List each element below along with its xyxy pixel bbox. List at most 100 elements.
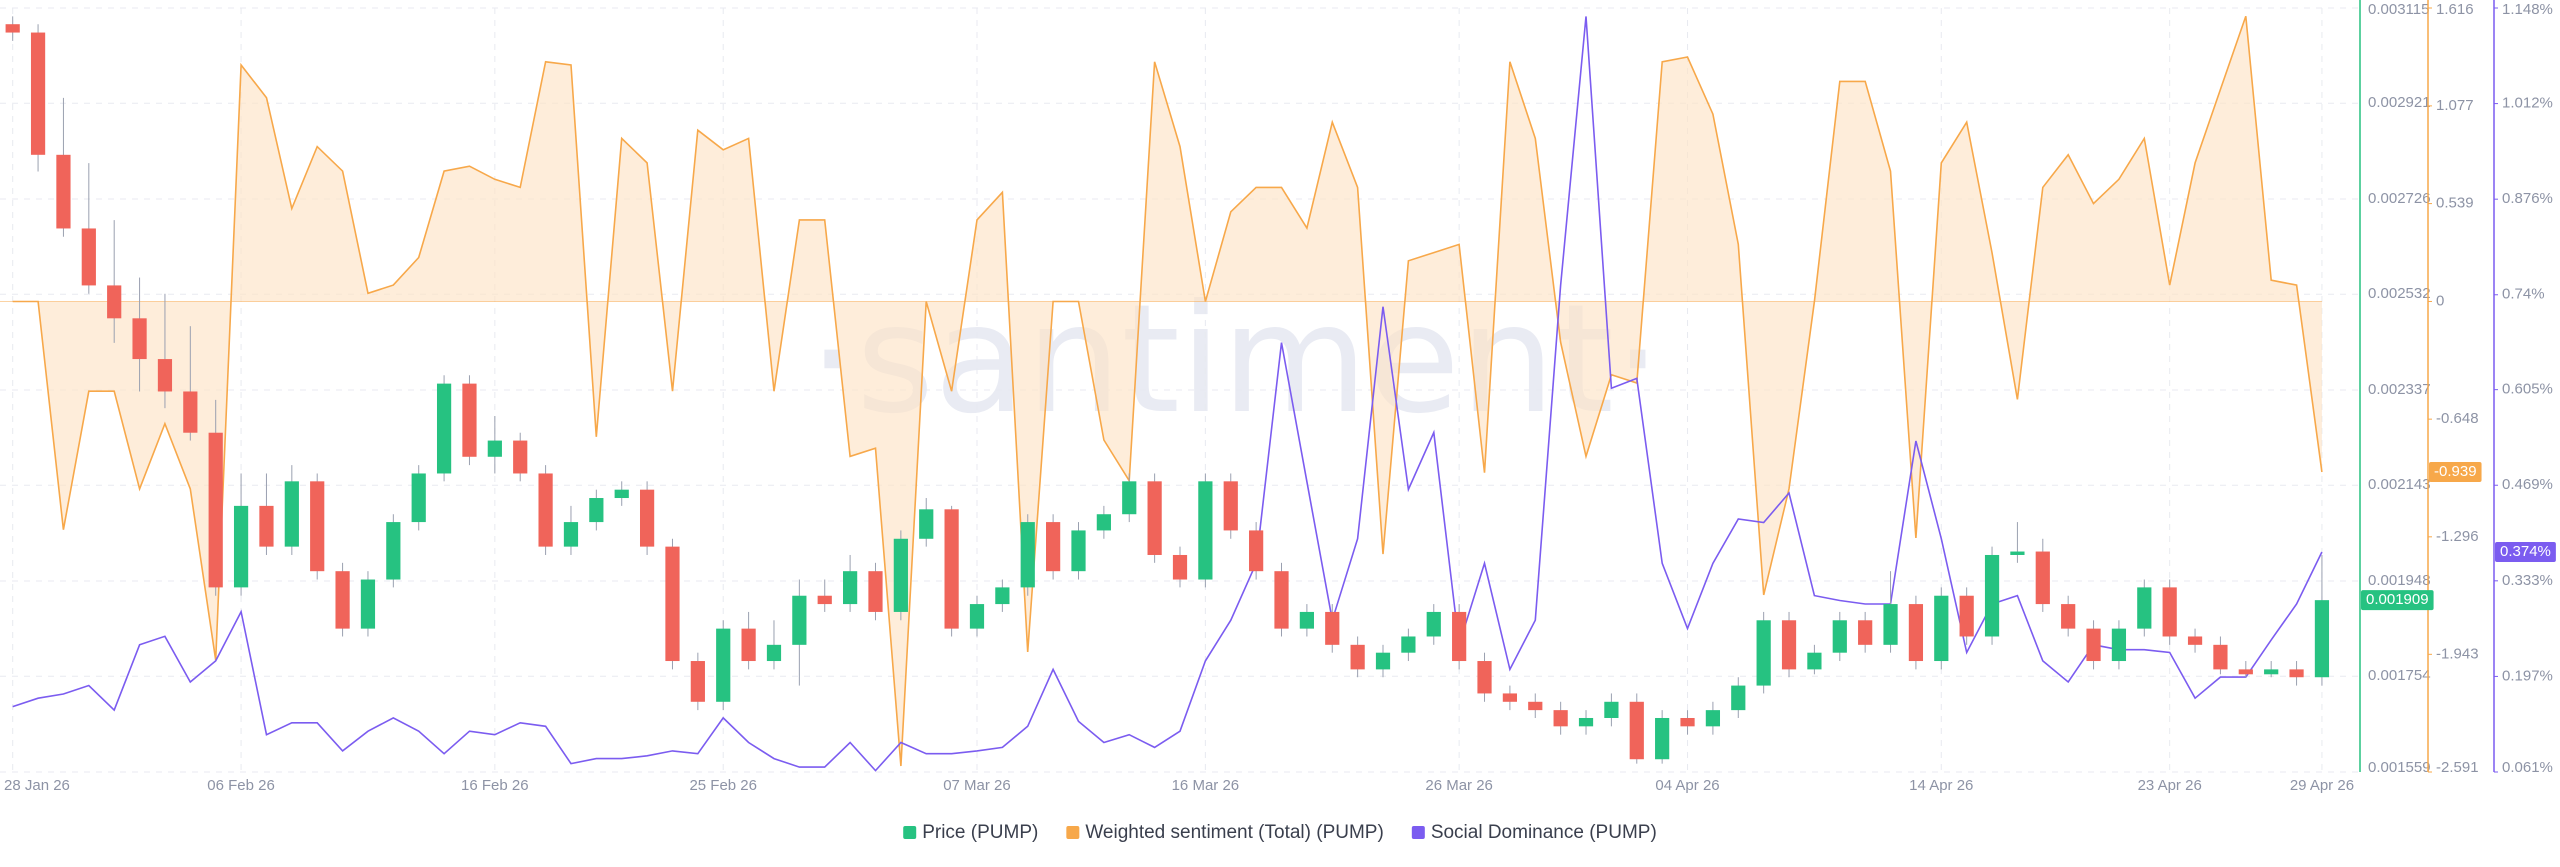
candle-body bbox=[868, 571, 883, 612]
dominance-tick-label: 1.148% bbox=[2502, 1, 2553, 18]
price-tick-label: 0.003115 bbox=[2368, 1, 2429, 18]
candle-body bbox=[1096, 514, 1111, 531]
candle-body bbox=[183, 391, 198, 433]
candle-body bbox=[944, 509, 959, 629]
candle-body bbox=[1375, 652, 1391, 670]
candle-body bbox=[386, 522, 401, 580]
candle-body bbox=[1071, 530, 1086, 572]
candle-body bbox=[1858, 620, 1873, 645]
sentiment-tick-label: 0 bbox=[2436, 292, 2444, 309]
candle-body bbox=[1528, 701, 1543, 711]
candle-body bbox=[2314, 600, 2330, 678]
candle-body bbox=[1198, 481, 1213, 580]
sentiment-tag-text: -0.939 bbox=[2434, 463, 2477, 480]
candle-body bbox=[1705, 710, 1721, 727]
candle-body bbox=[1984, 554, 2000, 637]
candle-body bbox=[1274, 571, 1289, 629]
legend-label: Weighted sentiment (Total) (PUMP) bbox=[1085, 822, 1383, 843]
dominance-tick-label: 0.469% bbox=[2502, 476, 2553, 493]
dominance-line bbox=[12, 16, 2323, 772]
dominance-tick-label: 0.74% bbox=[2502, 286, 2545, 303]
candle-body bbox=[1046, 522, 1061, 572]
candle-body bbox=[792, 595, 807, 645]
candle-body bbox=[1655, 717, 1670, 760]
candle-body bbox=[233, 505, 249, 588]
x-tick-label: 29 Apr 26 bbox=[2290, 777, 2354, 794]
candle-body bbox=[157, 359, 173, 392]
candle-body bbox=[919, 509, 934, 539]
x-tick-label: 26 Mar 26 bbox=[1425, 777, 1493, 794]
candle-body bbox=[310, 481, 325, 572]
legend-label: Price (PUMP) bbox=[922, 822, 1038, 843]
candle-body bbox=[56, 154, 71, 229]
candle-body bbox=[1350, 644, 1365, 670]
price-tick-label: 0.001559 bbox=[2368, 759, 2431, 776]
candle-body bbox=[335, 571, 350, 629]
candle-body bbox=[843, 571, 858, 605]
x-tick-label: 14 Apr 26 bbox=[1909, 777, 1973, 794]
candle-body bbox=[1172, 554, 1188, 580]
candle-body bbox=[893, 538, 908, 612]
candle-body bbox=[589, 498, 604, 523]
candle-body bbox=[2162, 587, 2177, 637]
legend-swatch bbox=[1411, 826, 1425, 839]
candle-body bbox=[1731, 685, 1746, 711]
candle-body bbox=[2061, 604, 2076, 629]
candle-body bbox=[1781, 620, 1797, 670]
candle-body bbox=[1680, 717, 1695, 727]
dominance-tick-label: 0.876% bbox=[2502, 190, 2553, 207]
sentiment-line bbox=[12, 15, 2323, 767]
candle-body bbox=[1122, 481, 1137, 515]
candle-body bbox=[259, 505, 274, 547]
candle-body bbox=[563, 522, 579, 547]
candle-body bbox=[1883, 604, 1898, 645]
candle-body bbox=[1908, 604, 1924, 662]
candle-body bbox=[1452, 611, 1467, 662]
candle-body bbox=[2289, 669, 2304, 678]
x-tick-label: 07 Mar 26 bbox=[943, 777, 1011, 794]
candle-body bbox=[2137, 587, 2152, 629]
legend-swatch bbox=[903, 826, 917, 839]
candle-body bbox=[2213, 644, 2228, 670]
candle-body bbox=[614, 489, 629, 499]
candle-body bbox=[1934, 595, 1949, 662]
candle-body bbox=[487, 440, 502, 457]
candle-body bbox=[1299, 611, 1314, 629]
candle-body bbox=[2010, 551, 2025, 555]
candle-body bbox=[665, 546, 680, 662]
price-tick-label: 0.002532 bbox=[2368, 285, 2431, 302]
legend-swatch bbox=[1066, 826, 1080, 839]
dominance-tag bbox=[2495, 542, 2556, 563]
candle-body bbox=[2035, 551, 2050, 605]
x-tick-label: 23 Apr 26 bbox=[2138, 777, 2202, 794]
candle-body bbox=[1401, 636, 1416, 653]
price-tick-label: 0.002921 bbox=[2368, 94, 2431, 111]
sentiment-tick-label: -0.648 bbox=[2436, 410, 2479, 427]
sentiment-area bbox=[12, 16, 2322, 766]
candle-body bbox=[2264, 669, 2279, 675]
candle-body bbox=[132, 318, 147, 360]
price-tick-label: 0.001754 bbox=[2368, 667, 2431, 684]
sentiment-tick-label: -1.943 bbox=[2436, 645, 2479, 662]
dominance-tick-label: 0.061% bbox=[2502, 759, 2553, 776]
candle-body bbox=[1147, 481, 1162, 555]
candle-body bbox=[1578, 717, 1594, 727]
candle-body bbox=[1223, 481, 1238, 531]
price-tag-text: 0.001909 bbox=[2366, 591, 2429, 608]
candle-body bbox=[817, 595, 832, 605]
x-tick-label: 06 Feb 26 bbox=[207, 777, 275, 794]
candle-body bbox=[5, 24, 20, 33]
candle-body bbox=[284, 481, 299, 547]
candle-body bbox=[30, 32, 46, 155]
x-tick-label: 16 Feb 26 bbox=[461, 777, 529, 794]
candle-body bbox=[411, 473, 426, 523]
candle-body bbox=[2187, 636, 2203, 645]
candle-body bbox=[1756, 620, 1771, 686]
candle-body bbox=[1477, 661, 1492, 694]
dominance-tick-label: 1.012% bbox=[2502, 95, 2553, 112]
dominance-tick-label: 0.605% bbox=[2502, 381, 2553, 398]
sentiment-tick-label: -1.296 bbox=[2436, 528, 2479, 545]
candle-body bbox=[1426, 611, 1441, 637]
candle-body bbox=[436, 383, 452, 474]
candle-body bbox=[690, 661, 705, 702]
